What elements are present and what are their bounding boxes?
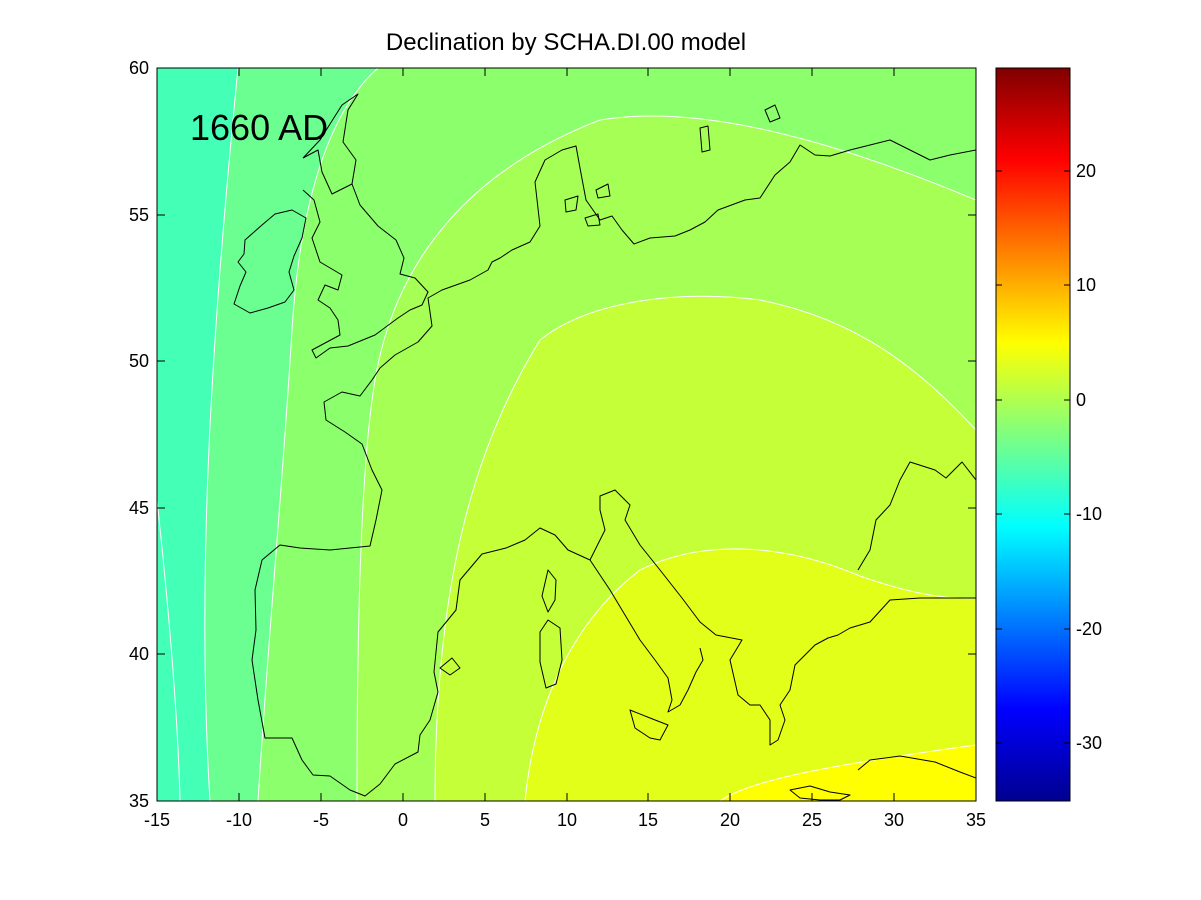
coastline-italy-west xyxy=(589,559,704,713)
x-tick-label: -10 xyxy=(226,810,252,830)
x-tick: 15 xyxy=(638,68,658,830)
coastline-great-britain xyxy=(302,93,429,359)
x-tick-label: 25 xyxy=(802,810,822,830)
contour-line xyxy=(157,499,181,801)
x-tick: 5 xyxy=(480,68,490,830)
x-tick: 10 xyxy=(557,68,577,830)
x-tick-label: -15 xyxy=(144,810,170,830)
x-tick: -15 xyxy=(144,68,170,830)
year-annotation: 1660 AD xyxy=(190,107,328,148)
x-tick: -5 xyxy=(313,68,329,830)
y-tick: 40 xyxy=(129,644,976,664)
x-tick-label: -5 xyxy=(313,810,329,830)
contour-line xyxy=(257,68,379,801)
colorbar-tick-label: -30 xyxy=(1076,733,1102,753)
colorbar-tick: 10 xyxy=(996,275,1096,295)
y-axis: 35 40 45 50 55 60 xyxy=(129,58,976,811)
contour-line xyxy=(719,744,976,801)
x-tick: 30 xyxy=(884,68,904,830)
coastline-black-sea xyxy=(857,461,976,571)
y-tick-label: 35 xyxy=(129,791,149,811)
colorbar-tick: -20 xyxy=(996,619,1102,639)
coastline-balearics xyxy=(439,657,461,676)
y-tick-label: 40 xyxy=(129,644,149,664)
x-tick: 20 xyxy=(720,68,740,830)
colorbar-tick: -30 xyxy=(996,733,1102,753)
coastline-baltic-islands xyxy=(699,104,781,153)
colorbar-tick-label: 10 xyxy=(1076,275,1096,295)
y-tick: 55 xyxy=(129,205,976,225)
contour-line xyxy=(434,295,976,801)
x-tick-label: 10 xyxy=(557,810,577,830)
y-tick-label: 45 xyxy=(129,498,149,518)
coastline-sicily xyxy=(629,709,669,741)
colorbar-tick-label: 0 xyxy=(1076,390,1086,410)
colorbar-tick-label: -20 xyxy=(1076,619,1102,639)
x-tick: 35 xyxy=(966,68,986,830)
x-tick-label: 0 xyxy=(398,810,408,830)
contour-line xyxy=(524,548,976,801)
colorbar-tick-label: 20 xyxy=(1076,161,1096,181)
x-tick-label: 5 xyxy=(480,810,490,830)
x-tick-label: 35 xyxy=(966,810,986,830)
colorbar-gradient xyxy=(995,67,1071,802)
declination-zones xyxy=(157,68,976,801)
y-tick: 45 xyxy=(129,498,976,518)
colorbar-tick: -10 xyxy=(996,504,1102,524)
colorbar-tick-label: -10 xyxy=(1076,504,1102,524)
contour-lines xyxy=(157,68,976,801)
declination-zone xyxy=(720,745,976,801)
x-axis: -15 -10 -5 0 5 10 15 20 25 30 35 xyxy=(144,68,986,830)
coastline-crete xyxy=(789,785,851,801)
colorbar-tick: 20 xyxy=(996,161,1096,181)
map-area xyxy=(157,68,976,801)
chart-title: Declination by SCHA.DI.00 model xyxy=(386,29,746,56)
coastline-mainland xyxy=(379,139,976,369)
colorbar: 20 10 0 -10 -20 -30 xyxy=(995,67,1102,802)
coastline-danish-islands xyxy=(564,183,611,227)
coastline-ireland xyxy=(233,209,307,314)
x-tick: -10 xyxy=(226,68,252,830)
coastline-corsica-sardinia xyxy=(539,569,563,689)
coastline-anatolia xyxy=(857,755,976,779)
declination-zone xyxy=(525,548,976,801)
colorbar-tick: 0 xyxy=(996,390,1086,410)
coastlines xyxy=(233,93,976,801)
y-tick-label: 55 xyxy=(129,205,149,225)
y-tick-label: 50 xyxy=(129,351,149,371)
coastline-italy-balkans xyxy=(589,489,976,746)
x-tick-label: 30 xyxy=(884,810,904,830)
y-tick: 50 xyxy=(129,351,976,371)
y-tick: 35 xyxy=(129,791,976,811)
x-tick-label: 20 xyxy=(720,810,740,830)
x-tick-label: 15 xyxy=(638,810,658,830)
y-tick-label: 60 xyxy=(129,58,149,78)
contour-line xyxy=(356,115,976,801)
x-tick: 0 xyxy=(398,68,408,830)
contour-line xyxy=(204,68,239,801)
y-tick: 60 xyxy=(129,58,976,78)
coastline-iberia-france xyxy=(251,367,591,797)
x-tick: 25 xyxy=(802,68,822,830)
